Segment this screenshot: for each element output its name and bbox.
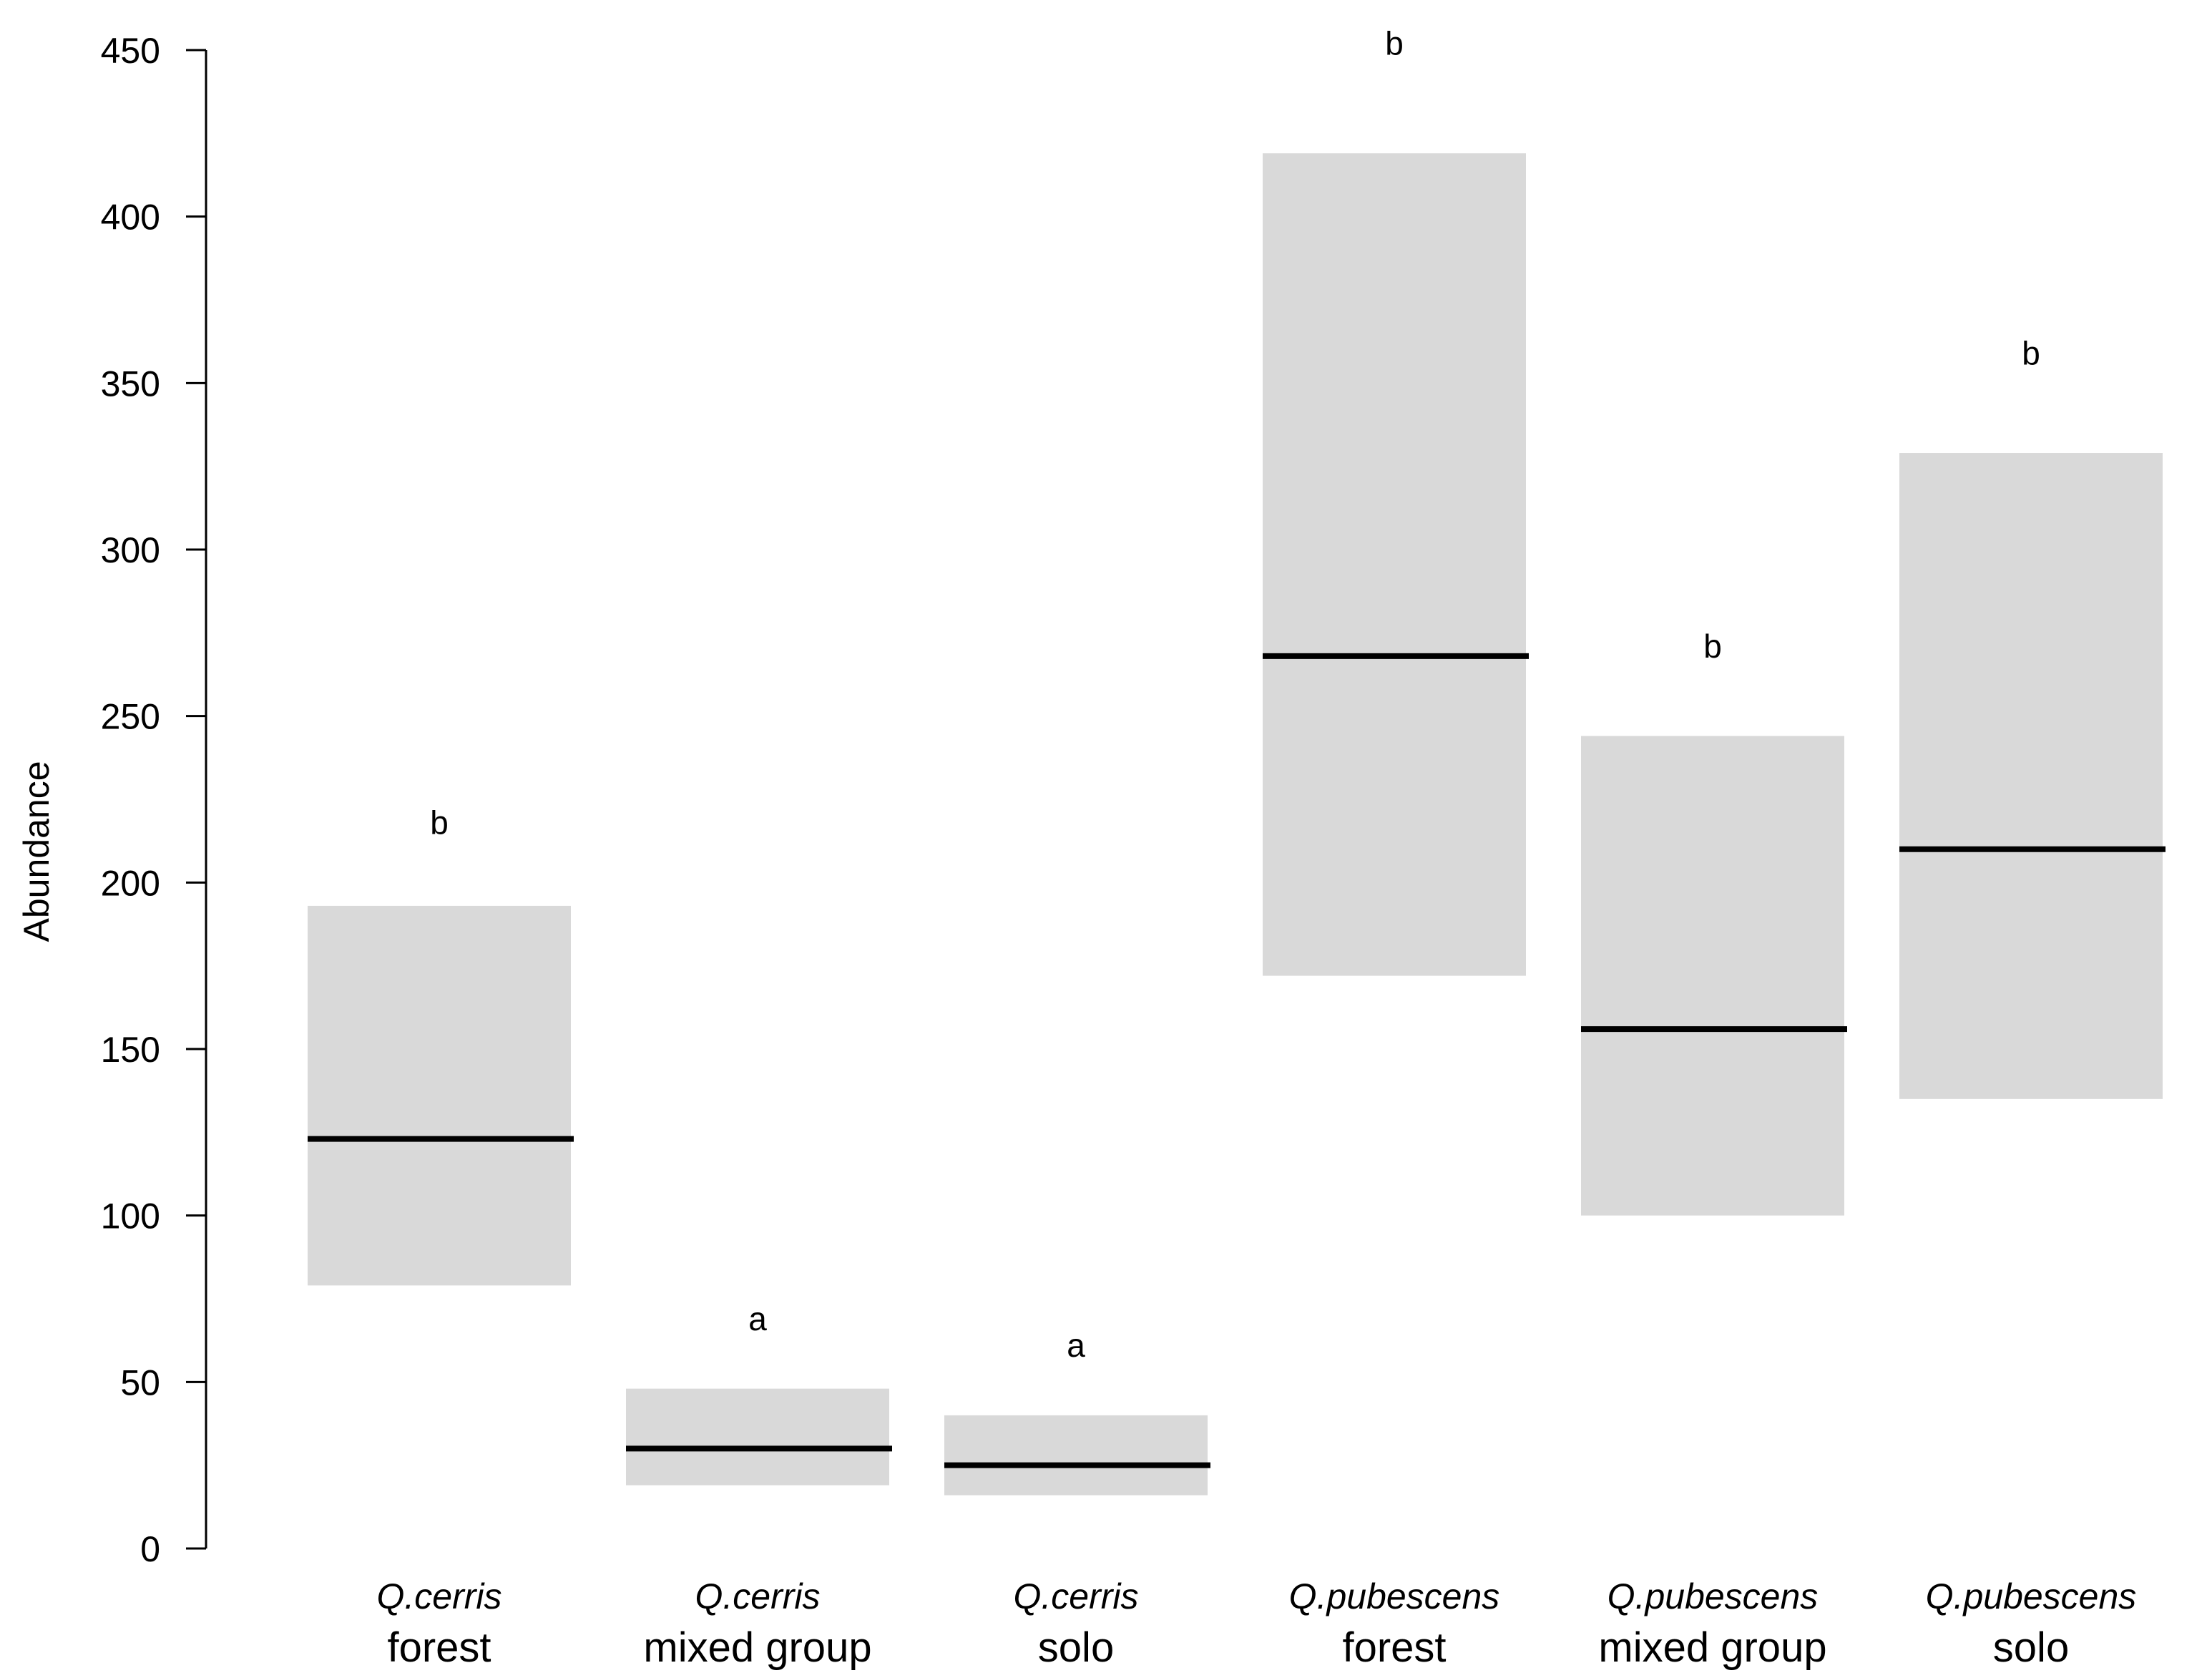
box (944, 1415, 1208, 1496)
y-tick-label: 150 (101, 1030, 160, 1070)
significance-letter: a (748, 1300, 767, 1337)
y-tick-label: 200 (101, 863, 160, 903)
x-category-species: Q.pubescens (1926, 1576, 2137, 1616)
box (1263, 153, 1526, 976)
y-tick-label: 0 (140, 1529, 160, 1569)
y-tick-label: 300 (101, 530, 160, 570)
x-category-species: Q.pubescens (1289, 1576, 1500, 1616)
box (1581, 736, 1844, 1216)
significance-letter: b (2022, 334, 2040, 371)
box (626, 1388, 889, 1486)
y-tick-label: 450 (101, 31, 160, 71)
y-tick-label: 250 (101, 697, 160, 737)
y-tick-label: 100 (101, 1196, 160, 1237)
x-category-species: Q.pubescens (1607, 1576, 1819, 1616)
y-axis: 0 50 100 150 200 250 300 350 400 450 (101, 31, 207, 1569)
x-category-group: mixed group (643, 1624, 871, 1671)
box (308, 905, 571, 1286)
x-category-species: Q.cerris (377, 1576, 502, 1616)
x-axis-labels: Q.cerris forest Q.cerris mixed group Q.cerri… (377, 1576, 2137, 1671)
x-category-group: solo (1038, 1624, 1114, 1671)
y-tick-label: 400 (101, 197, 160, 238)
significance-letter: a (1067, 1327, 1085, 1364)
boxes-layer: b a a b b b (308, 25, 2165, 1496)
box (1899, 453, 2163, 1099)
significance-letter: b (1703, 628, 1722, 665)
x-category-group: mixed group (1598, 1624, 1826, 1671)
significance-letter: b (1385, 25, 1404, 62)
x-category-group: forest (1342, 1624, 1446, 1671)
y-tick-label: 350 (101, 364, 160, 404)
x-category-species: Q.cerris (695, 1576, 821, 1616)
y-tick-label: 50 (120, 1362, 160, 1403)
x-category-group: forest (387, 1624, 491, 1671)
x-category-species: Q.cerris (1014, 1576, 1139, 1616)
significance-letter: b (430, 804, 449, 842)
x-category-group: solo (1993, 1624, 2069, 1671)
y-axis-label: Abundance (16, 761, 57, 942)
